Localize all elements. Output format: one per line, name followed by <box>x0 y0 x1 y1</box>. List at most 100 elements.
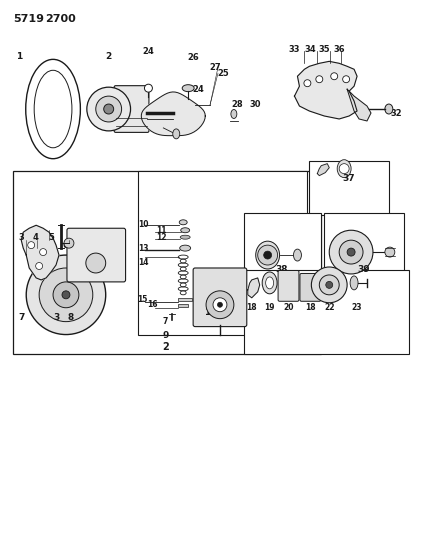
Text: 30: 30 <box>250 100 262 109</box>
Bar <box>244 270 409 354</box>
Bar <box>178 304 188 306</box>
Text: 15: 15 <box>137 295 148 304</box>
Circle shape <box>258 245 278 265</box>
Circle shape <box>26 255 106 335</box>
Text: 7: 7 <box>163 317 168 326</box>
Bar <box>139 171 307 335</box>
Text: 18: 18 <box>247 303 257 312</box>
Circle shape <box>39 268 93 321</box>
Text: 2: 2 <box>162 343 169 352</box>
Bar <box>13 171 321 354</box>
Ellipse shape <box>350 276 358 290</box>
Bar <box>309 160 389 215</box>
Text: 7: 7 <box>18 313 24 322</box>
Text: 5: 5 <box>48 233 54 241</box>
Text: 8: 8 <box>68 313 74 322</box>
Text: 22: 22 <box>324 303 335 312</box>
Text: 24: 24 <box>192 85 204 94</box>
Text: 4: 4 <box>32 233 38 241</box>
Polygon shape <box>141 92 205 136</box>
Ellipse shape <box>34 70 72 148</box>
Text: 17: 17 <box>204 308 216 317</box>
Text: 28: 28 <box>231 100 243 109</box>
Circle shape <box>28 241 35 248</box>
Ellipse shape <box>262 272 277 294</box>
Ellipse shape <box>179 220 187 225</box>
Ellipse shape <box>231 109 237 118</box>
Circle shape <box>217 302 223 307</box>
Text: 37: 37 <box>343 174 355 183</box>
Text: 34: 34 <box>305 45 316 54</box>
Text: 13: 13 <box>138 244 149 253</box>
Ellipse shape <box>182 85 194 92</box>
Ellipse shape <box>181 228 190 233</box>
Polygon shape <box>294 61 357 119</box>
Text: 36: 36 <box>333 45 345 54</box>
Text: 18: 18 <box>305 303 316 312</box>
Text: 16: 16 <box>147 300 158 309</box>
Circle shape <box>40 248 47 255</box>
Text: 19: 19 <box>265 303 275 312</box>
Ellipse shape <box>385 104 393 114</box>
Circle shape <box>213 298 227 312</box>
Text: 9: 9 <box>162 331 169 340</box>
Polygon shape <box>21 225 59 280</box>
Text: 39: 39 <box>358 265 370 274</box>
Text: 6: 6 <box>62 240 68 249</box>
Text: 12: 12 <box>156 233 166 241</box>
Text: 3: 3 <box>53 313 59 322</box>
Ellipse shape <box>266 277 273 289</box>
Text: 10: 10 <box>138 220 149 229</box>
Circle shape <box>347 248 355 256</box>
Ellipse shape <box>180 245 190 251</box>
Text: 20: 20 <box>283 303 294 312</box>
Circle shape <box>311 267 347 303</box>
Circle shape <box>329 230 373 274</box>
FancyBboxPatch shape <box>193 268 247 327</box>
Polygon shape <box>248 278 260 298</box>
FancyBboxPatch shape <box>67 228 125 282</box>
Text: 32: 32 <box>390 109 401 117</box>
Ellipse shape <box>26 59 80 159</box>
Polygon shape <box>317 164 329 175</box>
Circle shape <box>53 282 79 308</box>
Circle shape <box>104 104 114 114</box>
Text: 21: 21 <box>304 290 315 300</box>
Circle shape <box>96 96 122 122</box>
Circle shape <box>145 84 152 92</box>
Bar <box>324 213 404 285</box>
Circle shape <box>339 240 363 264</box>
Text: 35: 35 <box>318 45 330 54</box>
Circle shape <box>36 263 43 270</box>
Text: 3: 3 <box>18 233 24 241</box>
Polygon shape <box>347 89 371 121</box>
Circle shape <box>385 247 395 257</box>
Circle shape <box>87 87 131 131</box>
Text: 23: 23 <box>352 303 363 312</box>
Circle shape <box>206 291 234 319</box>
Text: 25: 25 <box>217 69 229 78</box>
FancyBboxPatch shape <box>114 86 149 132</box>
Text: 2700: 2700 <box>45 14 76 23</box>
Text: 33: 33 <box>289 45 300 54</box>
Text: 26: 26 <box>187 53 199 62</box>
Text: 38: 38 <box>275 265 288 274</box>
Circle shape <box>62 291 70 299</box>
Circle shape <box>331 73 338 80</box>
Ellipse shape <box>256 241 279 269</box>
FancyBboxPatch shape <box>278 270 299 301</box>
Circle shape <box>86 253 106 273</box>
Circle shape <box>343 76 350 83</box>
Circle shape <box>319 275 339 295</box>
Text: 5719: 5719 <box>13 14 45 23</box>
Text: 11: 11 <box>156 226 166 235</box>
FancyBboxPatch shape <box>300 273 321 301</box>
Circle shape <box>339 164 349 174</box>
Circle shape <box>304 80 311 87</box>
Circle shape <box>264 251 272 259</box>
Ellipse shape <box>180 235 190 239</box>
Text: 1: 1 <box>16 52 22 61</box>
Ellipse shape <box>173 129 180 139</box>
Circle shape <box>326 281 333 288</box>
Circle shape <box>316 76 323 83</box>
